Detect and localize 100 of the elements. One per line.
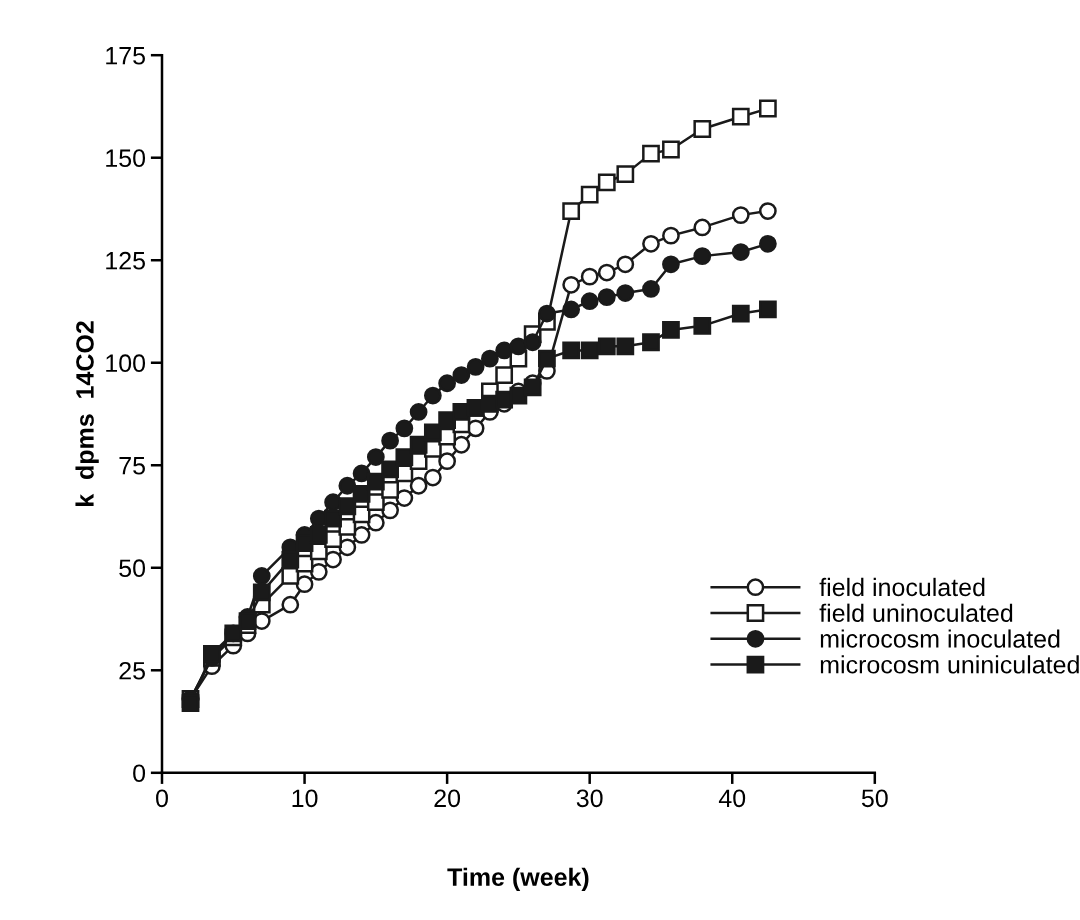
y-axis-title: k dpms 14CO2 [75, 321, 99, 507]
y-tick-label: 100 [106, 354, 146, 373]
point [381, 501, 399, 520]
point [693, 120, 712, 138]
x-tick-label: 40 [718, 789, 746, 808]
point [758, 234, 777, 253]
point [523, 378, 542, 397]
point [281, 567, 300, 585]
point [438, 374, 457, 393]
point [395, 489, 414, 507]
point [409, 476, 428, 495]
point [597, 288, 616, 307]
point [423, 423, 442, 442]
point [662, 321, 680, 339]
point [758, 300, 777, 319]
point [423, 386, 442, 405]
x-tick-label: 10 [292, 789, 318, 808]
point [693, 247, 712, 266]
y-tick-label: 125 [106, 251, 145, 270]
x-tick-label: 0 [156, 789, 168, 808]
point [224, 624, 243, 643]
point [662, 226, 680, 245]
x-axis-title: Time (week) [447, 867, 589, 891]
point [238, 612, 257, 630]
point [295, 575, 314, 594]
point [731, 304, 750, 323]
x-tick-label: 50 [861, 789, 888, 808]
point [395, 448, 414, 466]
point [452, 435, 471, 454]
point [616, 165, 635, 184]
point [252, 567, 271, 585]
point [438, 452, 457, 471]
point [495, 366, 514, 384]
point [616, 337, 635, 356]
point [481, 349, 499, 368]
y-tick-label: 50 [119, 559, 146, 578]
point [352, 526, 371, 544]
point [203, 644, 221, 663]
y-tick-label: 150 [106, 149, 146, 168]
point [352, 464, 371, 483]
point [352, 485, 371, 503]
point [562, 300, 581, 319]
point [538, 304, 556, 323]
point [338, 497, 357, 516]
x-tick-label: 30 [576, 789, 603, 808]
point [366, 448, 385, 466]
x-tick-label: 20 [434, 789, 461, 808]
point [731, 107, 750, 126]
point [366, 472, 385, 491]
legend-label: field inoculated [819, 577, 985, 597]
point [409, 435, 428, 454]
point [409, 403, 428, 421]
y-tick-label: 175 [106, 47, 145, 65]
point [642, 234, 660, 253]
point [324, 550, 342, 569]
point [616, 284, 635, 302]
y-tick-label: 0 [133, 764, 146, 783]
point [281, 595, 300, 614]
legend-label: microcosm inoculated [820, 629, 1060, 648]
point [381, 431, 399, 450]
point [562, 202, 581, 220]
point [423, 468, 442, 487]
point [466, 357, 485, 376]
point [597, 337, 616, 356]
point [731, 206, 750, 225]
point [181, 694, 200, 712]
point [252, 583, 271, 602]
point [281, 550, 300, 569]
point [758, 99, 777, 118]
point [731, 243, 750, 261]
point [495, 341, 514, 360]
point [562, 275, 581, 294]
legend-label: field uninoculated [819, 603, 1013, 622]
legend-label: microcosm uniniculated [820, 655, 1079, 674]
point [597, 263, 616, 282]
point [309, 526, 328, 544]
y-tick-label: 25 [119, 661, 145, 680]
point [642, 280, 660, 298]
point [338, 538, 357, 557]
point [509, 337, 528, 356]
point [580, 292, 599, 311]
point [693, 316, 712, 335]
point [662, 140, 680, 159]
point [580, 267, 599, 286]
point [662, 255, 680, 274]
point [338, 476, 357, 495]
point [395, 419, 414, 438]
point [381, 460, 399, 479]
point [642, 333, 660, 352]
point [580, 185, 599, 204]
point [452, 366, 471, 384]
point [538, 349, 556, 368]
point [597, 173, 616, 192]
point [366, 513, 385, 532]
point [758, 202, 777, 220]
point [580, 341, 599, 360]
point [324, 509, 342, 528]
point [693, 218, 712, 237]
point [309, 562, 328, 581]
point [562, 341, 581, 360]
